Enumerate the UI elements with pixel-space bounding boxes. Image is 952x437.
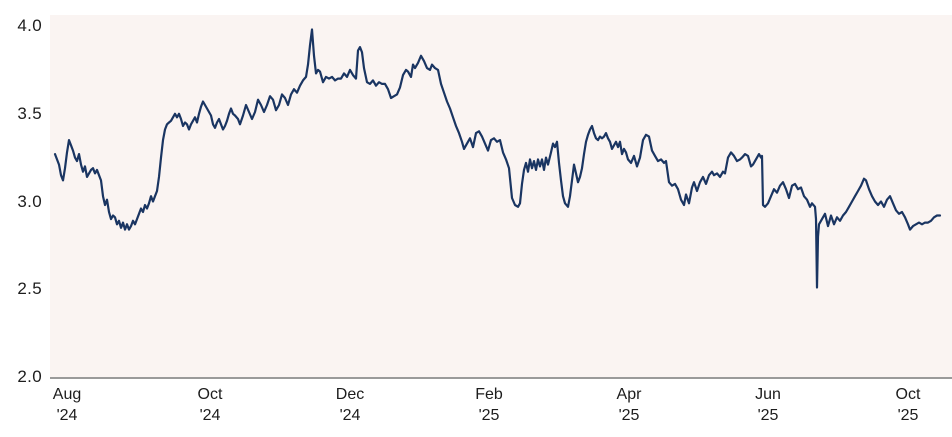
x-tick-year: '25: [618, 407, 640, 424]
x-tick-label: Oct '25: [896, 384, 921, 426]
x-tick-label: Oct '24: [198, 384, 223, 426]
x-tick-year: '24: [339, 407, 361, 424]
x-tick-month: Apr: [616, 386, 642, 403]
x-tick-month: Oct: [197, 386, 223, 403]
x-tick-year: '25: [478, 407, 500, 424]
x-tick-month: Jun: [755, 386, 781, 403]
x-tick-year: '25: [897, 407, 919, 424]
x-tick-year: '24: [56, 407, 78, 424]
x-tick-label: Feb '25: [475, 384, 503, 426]
y-axis: 4.0 3.5 3.0 2.5 2.0: [0, 0, 50, 437]
y-tick-label: 3.5: [17, 103, 42, 123]
x-tick-month: Dec: [335, 386, 365, 403]
x-tick-year: '24: [199, 407, 221, 424]
y-tick-label: 2.5: [17, 279, 42, 299]
x-tick-label: Dec '24: [336, 384, 364, 426]
x-axis: Aug '24 Oct '24 Dec '24 Feb '25 Apr '25 Jun '25 Oct '…: [0, 384, 952, 434]
plot-area: [50, 15, 952, 379]
series-line: [53, 28, 942, 289]
y-tick-label: 3.0: [17, 191, 42, 211]
x-tick-month: Aug: [52, 386, 82, 403]
x-tick-label: Apr '25: [617, 384, 642, 426]
y-tick-label: 2.0: [17, 367, 42, 386]
x-tick-year: '25: [757, 407, 779, 424]
x-tick-label: Jun '25: [755, 384, 781, 426]
x-tick-label: Aug '24: [53, 384, 81, 426]
y-tick-label: 4.0: [17, 16, 42, 35]
x-tick-month: Oct: [895, 386, 921, 403]
x-tick-month: Feb: [475, 386, 503, 403]
